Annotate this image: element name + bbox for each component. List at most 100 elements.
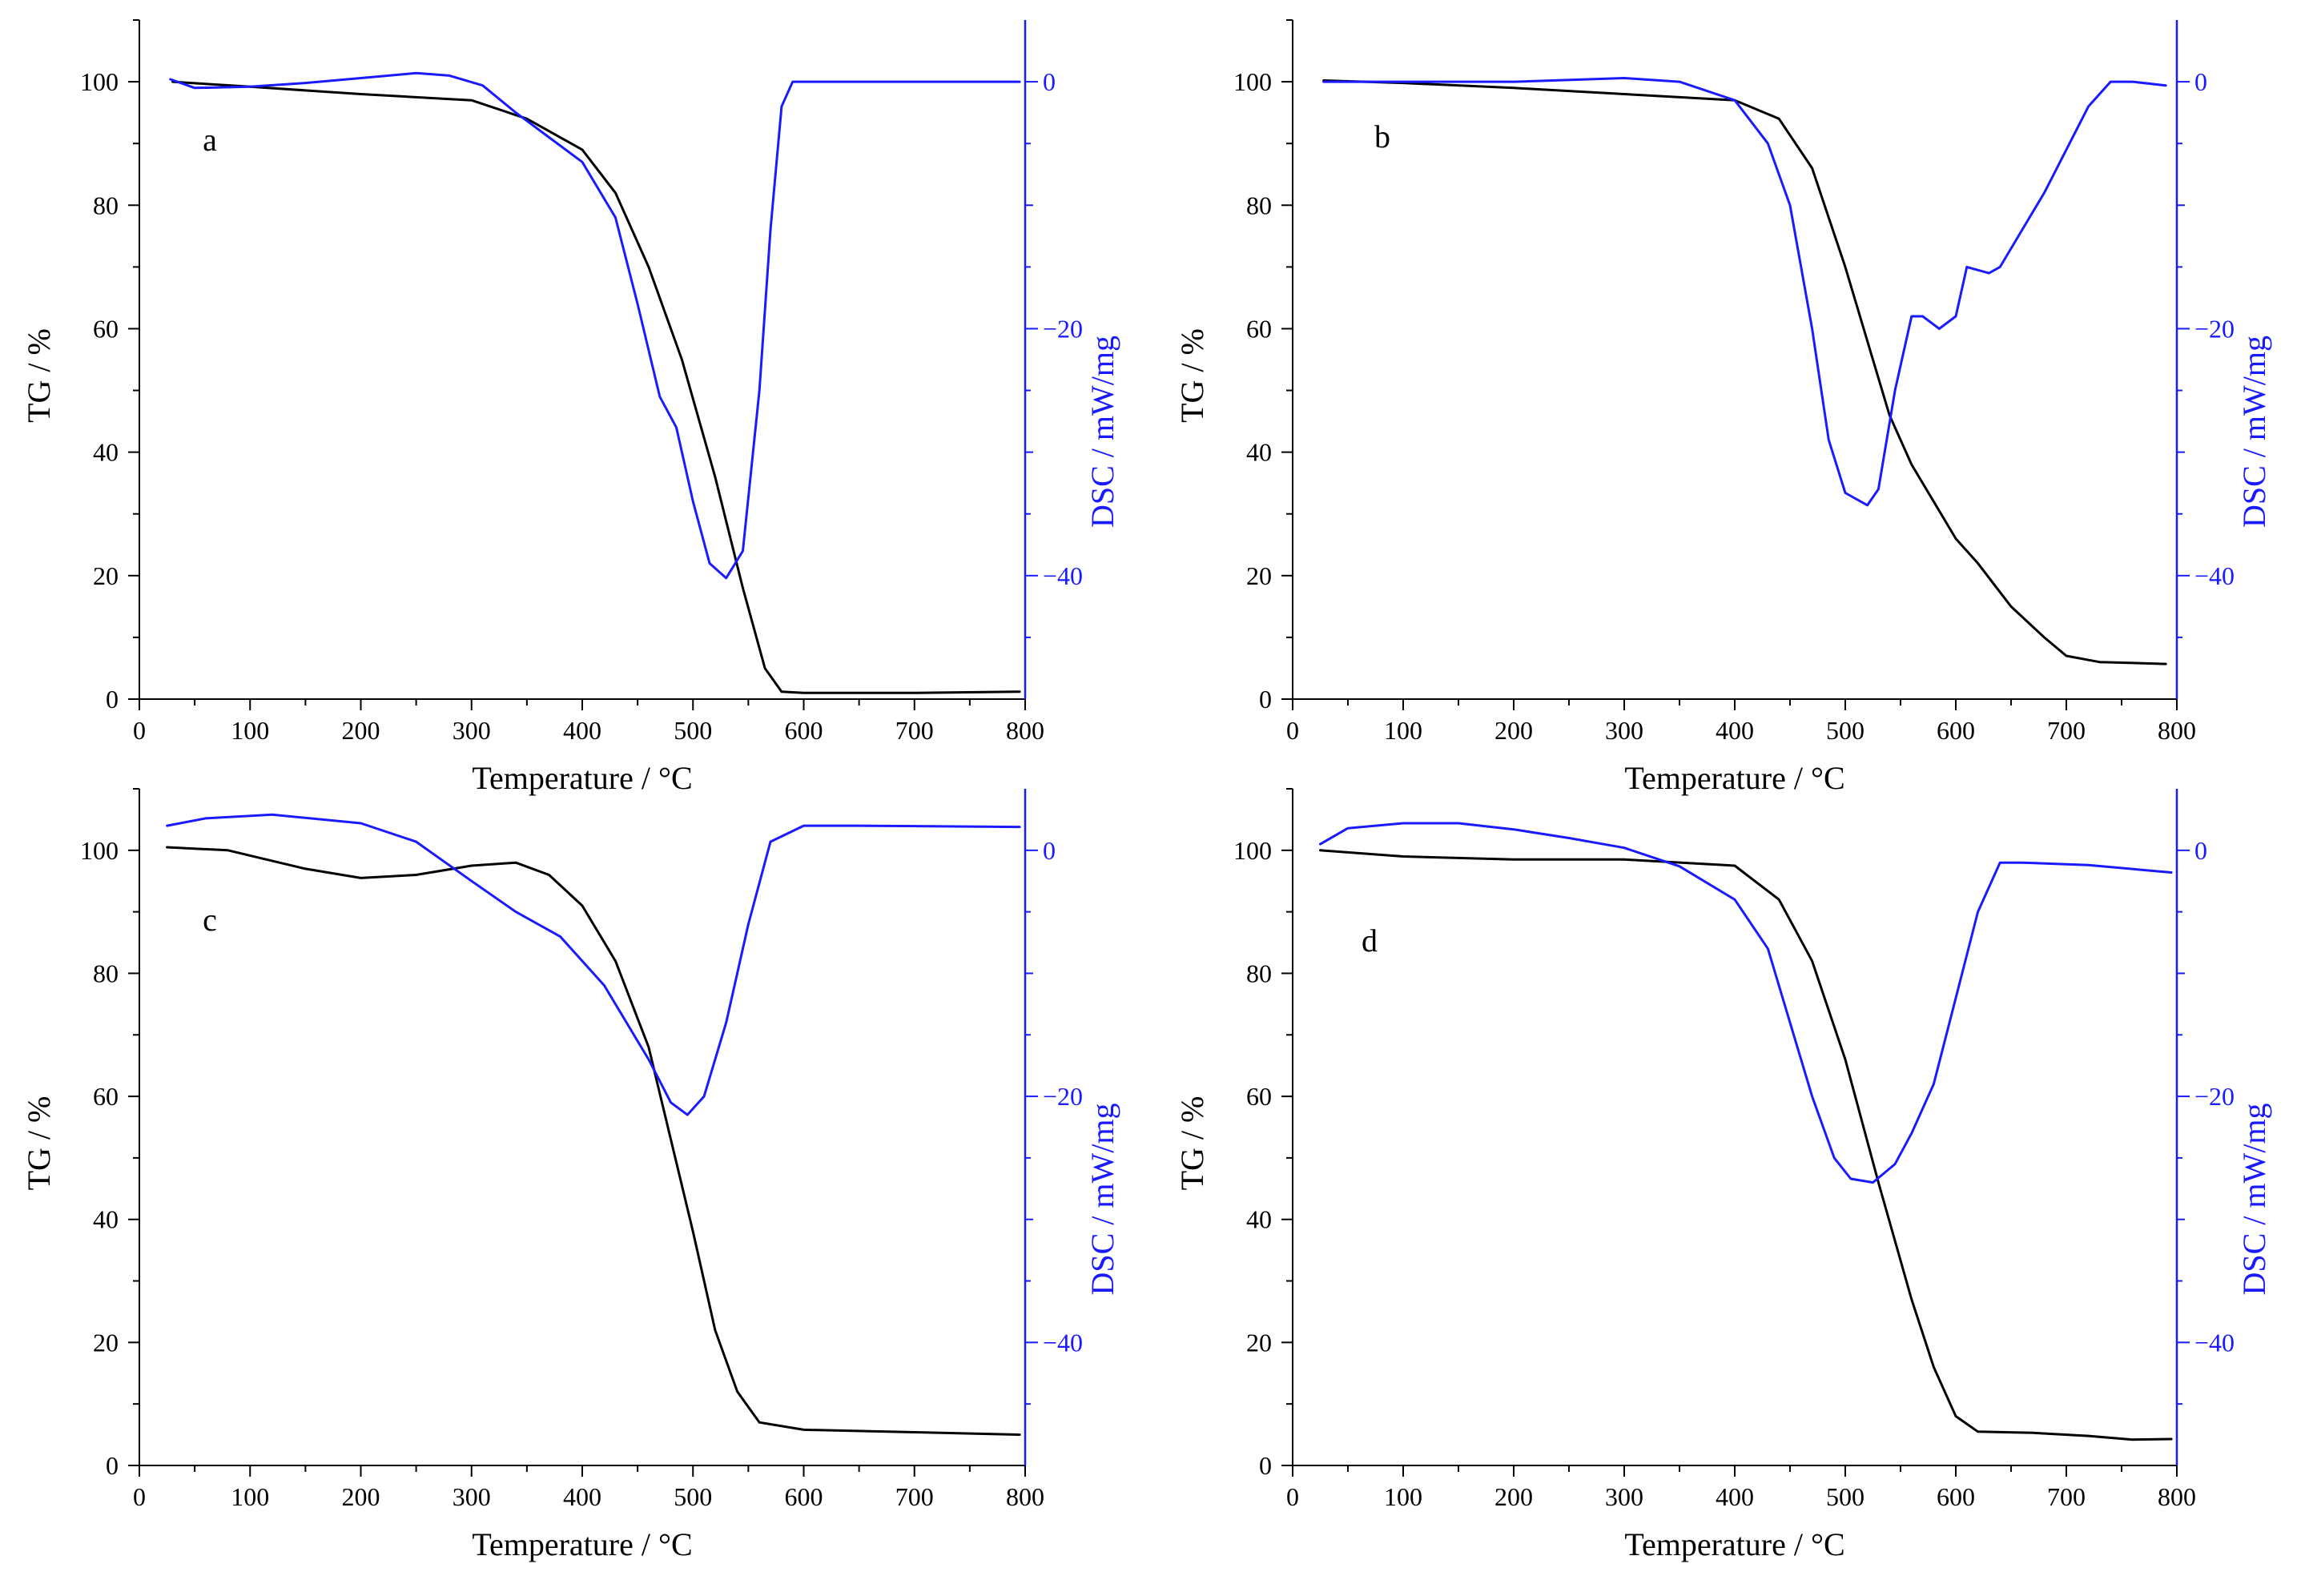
panel-label: a [203, 122, 217, 158]
dsc-series-line [166, 813, 1021, 1116]
x-tick-label: 0 [1286, 1482, 1299, 1511]
y-tick-label: 100 [1233, 836, 1272, 865]
x-tick-label: 700 [895, 1482, 934, 1511]
x-tick-label: 100 [1384, 716, 1422, 745]
y-tick-label: 40 [1246, 438, 1272, 467]
tg-series-line [166, 846, 1021, 1437]
x-tick-label: 800 [2158, 1482, 2196, 1511]
x-tick-label: 200 [1494, 716, 1533, 745]
dsc-series-line [1319, 822, 2173, 1184]
x-tick-label: 100 [1384, 1482, 1422, 1511]
x-tick-label: 300 [453, 1482, 491, 1511]
y-tick-label: 60 [93, 1082, 119, 1111]
x-tick-label: 300 [1605, 716, 1643, 745]
x-tick-label: 800 [2158, 716, 2196, 745]
y2-axis-title: DSC / mW/mg [2236, 1103, 2272, 1295]
y-axis-title: TG / % [21, 1096, 57, 1191]
y-tick-label: 0 [106, 685, 119, 714]
y2-tick-label: 0 [1043, 67, 1056, 96]
x-tick-label: 600 [1937, 1482, 1975, 1511]
y-tick-label: 80 [1246, 959, 1272, 987]
y-tick-label: 0 [1259, 1451, 1272, 1480]
x-axis-title: Temperature / °C [1624, 760, 1844, 796]
x-tick-label: 500 [1826, 716, 1864, 745]
y2-tick-label: −40 [1043, 1328, 1083, 1357]
y2-tick-label: −40 [2194, 561, 2235, 590]
panel-label: c [203, 902, 217, 938]
y-tick-label: 0 [1259, 685, 1272, 714]
x-tick-label: 800 [1006, 716, 1044, 745]
y2-axis-title: DSC / mW/mg [1084, 336, 1120, 528]
panel-label: b [1374, 119, 1390, 155]
y-tick-label: 20 [1246, 561, 1272, 590]
x-tick-label: 100 [231, 1482, 269, 1511]
x-tick-label: 400 [563, 716, 601, 745]
x-tick-label: 600 [1937, 716, 1975, 745]
panel-label: d [1362, 923, 1378, 959]
y-tick-label: 60 [1246, 314, 1272, 343]
x-axis-title: Temperature / °C [1624, 1526, 1844, 1562]
x-tick-label: 200 [342, 716, 380, 745]
y2-tick-label: −40 [1043, 561, 1083, 590]
y2-axis-title: DSC / mW/mg [2236, 336, 2272, 528]
y2-tick-label: 0 [2194, 67, 2207, 96]
panel-a: 0 100 200 300 400 500 600 700 800 0 20 40 60 80 100 0 −2… [21, 19, 1120, 796]
y-tick-label: 80 [93, 191, 119, 219]
panel-c: 0 100 200 300 400 500 600 700 800 0 20 40 60 80 100 0 −2… [21, 788, 1120, 1562]
x-tick-label: 500 [674, 716, 712, 745]
y-tick-label: 40 [93, 438, 119, 467]
y-tick-label: 60 [93, 314, 119, 343]
dsc-series-line [1322, 77, 2167, 507]
panel-d: 0 100 200 300 400 500 600 700 800 0 20 40 60 80 100 0 −2… [1174, 788, 2272, 1562]
y-tick-label: 20 [1246, 1328, 1272, 1357]
y-axis-title: TG / % [1174, 328, 1210, 423]
y2-tick-label: −20 [2194, 1082, 2235, 1111]
y2-axis-title: DSC / mW/mg [1084, 1103, 1120, 1295]
x-tick-label: 800 [1006, 1482, 1044, 1511]
x-tick-label: 400 [1716, 716, 1754, 745]
y-tick-label: 100 [1233, 67, 1272, 96]
y-tick-label: 20 [93, 561, 119, 590]
x-tick-label: 600 [785, 1482, 823, 1511]
y-axis-title: TG / % [21, 328, 57, 423]
x-tick-label: 500 [674, 1482, 712, 1511]
x-tick-label: 700 [2047, 1482, 2086, 1511]
y-axis-title: TG / % [1174, 1096, 1210, 1191]
x-tick-label: 300 [453, 716, 491, 745]
y-tick-label: 60 [1246, 1082, 1272, 1111]
y-tick-label: 80 [1246, 191, 1272, 219]
y-tick-label: 20 [93, 1328, 119, 1357]
y2-tick-label: −40 [2194, 1328, 2235, 1357]
y-tick-label: 100 [80, 67, 119, 96]
x-tick-label: 0 [1286, 716, 1299, 745]
x-tick-label: 200 [1494, 1482, 1533, 1511]
x-tick-label: 100 [231, 716, 269, 745]
y2-tick-label: −20 [2194, 314, 2235, 343]
tg-series-line [171, 80, 1021, 694]
y-tick-label: 40 [93, 1205, 119, 1234]
y2-tick-label: 0 [2194, 836, 2207, 865]
x-tick-label: 0 [133, 716, 146, 745]
y-tick-label: 40 [1246, 1205, 1272, 1234]
y2-tick-label: −20 [1043, 314, 1083, 343]
x-tick-label: 0 [133, 1482, 146, 1511]
x-tick-label: 600 [785, 716, 823, 745]
x-tick-label: 400 [563, 1482, 601, 1511]
x-axis-title: Temperature / °C [472, 760, 692, 796]
panel-b: 0 100 200 300 400 500 600 700 800 0 20 40 60 80 100 0 −2… [1174, 19, 2272, 796]
dsc-series-line [169, 71, 1021, 580]
x-tick-label: 700 [895, 716, 934, 745]
x-tick-label: 500 [1826, 1482, 1864, 1511]
x-tick-label: 200 [342, 1482, 380, 1511]
tg-series-line [1322, 79, 2167, 665]
y-tick-label: 80 [93, 959, 119, 987]
x-axis-title: Temperature / °C [472, 1526, 692, 1562]
y2-tick-label: 0 [1043, 836, 1056, 865]
y-tick-label: 100 [80, 836, 119, 865]
x-tick-label: 400 [1716, 1482, 1754, 1511]
x-tick-label: 700 [2047, 716, 2086, 745]
x-tick-label: 300 [1605, 1482, 1643, 1511]
y-tick-label: 0 [106, 1451, 119, 1480]
y2-tick-label: −20 [1043, 1082, 1083, 1111]
